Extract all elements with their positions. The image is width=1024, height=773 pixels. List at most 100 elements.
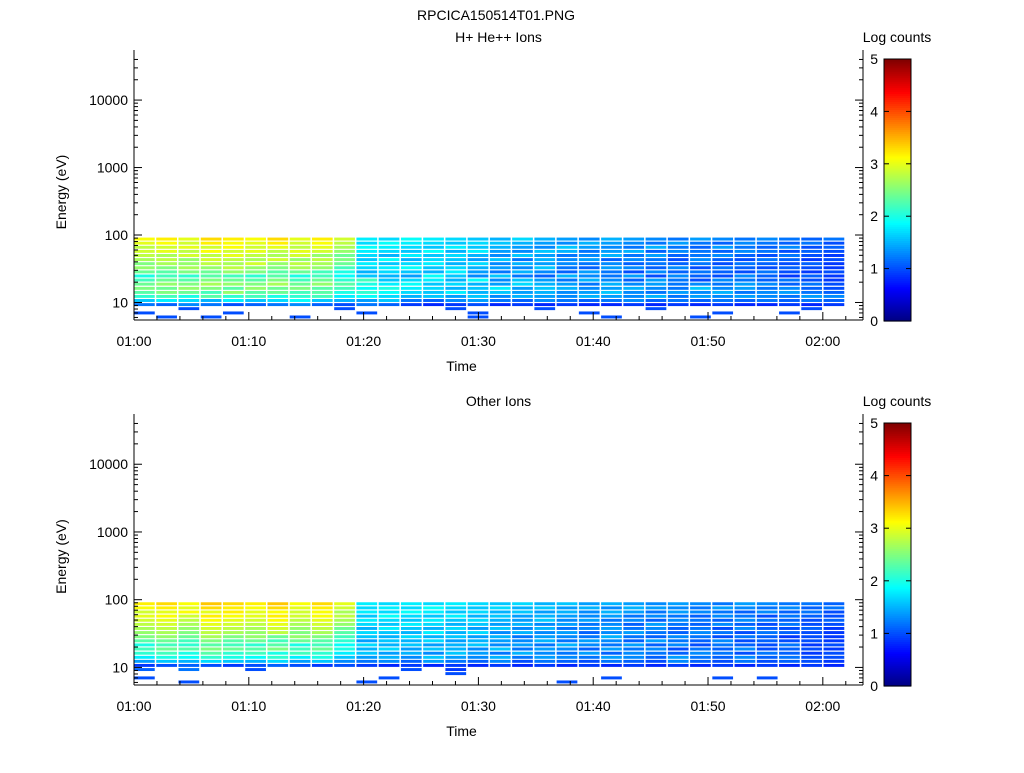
heatmap-cell <box>801 307 823 311</box>
heatmap-cell <box>445 294 467 298</box>
heatmap-cell <box>601 639 622 643</box>
heatmap-cell <box>200 258 222 262</box>
heatmap-cell <box>690 303 711 307</box>
heatmap-cell <box>134 655 155 659</box>
heatmap-cell <box>245 270 266 274</box>
heatmap-cell <box>779 282 800 286</box>
heatmap-cell <box>222 278 244 282</box>
heatmap-cell <box>200 241 222 245</box>
x-tick-label: 01:20 <box>346 333 381 349</box>
colorbar-band <box>884 570 911 574</box>
heatmap-cell <box>378 622 400 626</box>
heatmap-cell <box>423 622 444 626</box>
heatmap-cell <box>156 614 177 618</box>
colorbar-band <box>884 651 911 655</box>
heatmap-cell <box>178 635 200 639</box>
heatmap-cell <box>200 602 222 606</box>
heatmap-cell <box>734 262 756 266</box>
heatmap-cell <box>267 262 289 266</box>
heatmap-cell <box>801 610 823 614</box>
heatmap-cell <box>378 602 400 606</box>
heatmap-cell <box>534 282 556 286</box>
heatmap-cell <box>734 266 756 270</box>
colorbar-band <box>884 653 911 657</box>
y-tick-label: 1000 <box>97 524 128 540</box>
heatmap-cell <box>311 262 333 266</box>
heatmap-cell <box>134 303 155 307</box>
heatmap-cell <box>134 676 155 680</box>
heatmap-cell <box>690 647 711 651</box>
heatmap-cell <box>467 262 489 266</box>
colorbar-band <box>884 262 911 266</box>
heatmap-cell <box>156 610 177 614</box>
heatmap-cell <box>445 258 467 262</box>
heatmap-cell <box>534 655 556 659</box>
heatmap-cell <box>289 643 311 647</box>
colorbar-band <box>884 530 911 533</box>
heatmap-cell <box>400 299 422 302</box>
heatmap-cell <box>400 249 422 253</box>
heatmap-cell <box>645 647 667 651</box>
heatmap-cell <box>400 290 422 294</box>
colorbar-band <box>884 204 911 207</box>
heatmap-cell <box>756 635 778 639</box>
heatmap-cell <box>645 278 667 282</box>
heatmap-cell <box>311 266 333 270</box>
heatmap-cell <box>289 278 311 282</box>
heatmap-cell <box>534 618 556 622</box>
heatmap-cell <box>578 651 600 655</box>
heatmap-cell <box>423 647 444 651</box>
heatmap-cell <box>200 635 222 639</box>
colorbar-band <box>884 425 911 428</box>
heatmap-cell <box>489 655 511 659</box>
heatmap-cell <box>178 303 200 307</box>
heatmap-cell <box>645 643 667 647</box>
heatmap-cell <box>489 254 511 257</box>
heatmap-cell <box>245 655 266 659</box>
heatmap-cell <box>156 651 177 655</box>
heatmap-cell <box>534 626 556 630</box>
colorbar-band <box>884 481 911 485</box>
heatmap-cell <box>756 270 778 274</box>
heatmap-cell <box>267 299 289 302</box>
colorbar-band <box>884 659 911 663</box>
heatmap-cell <box>667 262 689 266</box>
heatmap-cell <box>134 610 155 614</box>
colorbar-band <box>884 631 911 634</box>
heatmap-cell <box>134 622 155 626</box>
heatmap-cell <box>200 639 222 643</box>
heatmap-cell <box>467 282 489 286</box>
heatmap-cell <box>200 655 222 659</box>
heatmap-cell <box>400 606 422 610</box>
heatmap-cell <box>601 299 622 302</box>
heatmap-cell <box>801 270 823 274</box>
heatmap-cell <box>623 614 645 618</box>
colorbar-band <box>884 457 911 461</box>
heatmap-cell <box>200 626 222 630</box>
heatmap-cell <box>512 299 533 302</box>
colorbar-band <box>884 673 911 677</box>
colorbar-band <box>884 216 911 219</box>
heatmap-cell <box>578 626 600 630</box>
colorbar-band <box>884 603 911 606</box>
heatmap-cell <box>667 610 689 614</box>
heatmap-cell <box>311 278 333 282</box>
heatmap-cell <box>400 266 422 270</box>
heatmap-cell <box>378 278 400 282</box>
heatmap-cell <box>378 647 400 651</box>
heatmap-cell <box>467 278 489 282</box>
heatmap-cell <box>712 622 734 626</box>
heatmap-cell <box>690 610 711 614</box>
heatmap-cell <box>601 254 622 257</box>
heatmap-cell <box>222 655 244 659</box>
heatmap-cell <box>712 266 734 270</box>
heatmap-cell <box>578 622 600 626</box>
heatmap-cell <box>623 618 645 622</box>
colorbar-band <box>884 447 911 450</box>
colorbar-band <box>884 234 911 237</box>
colorbar-band <box>884 226 911 229</box>
heatmap-cell <box>667 631 689 635</box>
heatmap-cell <box>823 618 845 622</box>
heatmap-cell <box>734 299 756 302</box>
heatmap-cell <box>578 282 600 286</box>
